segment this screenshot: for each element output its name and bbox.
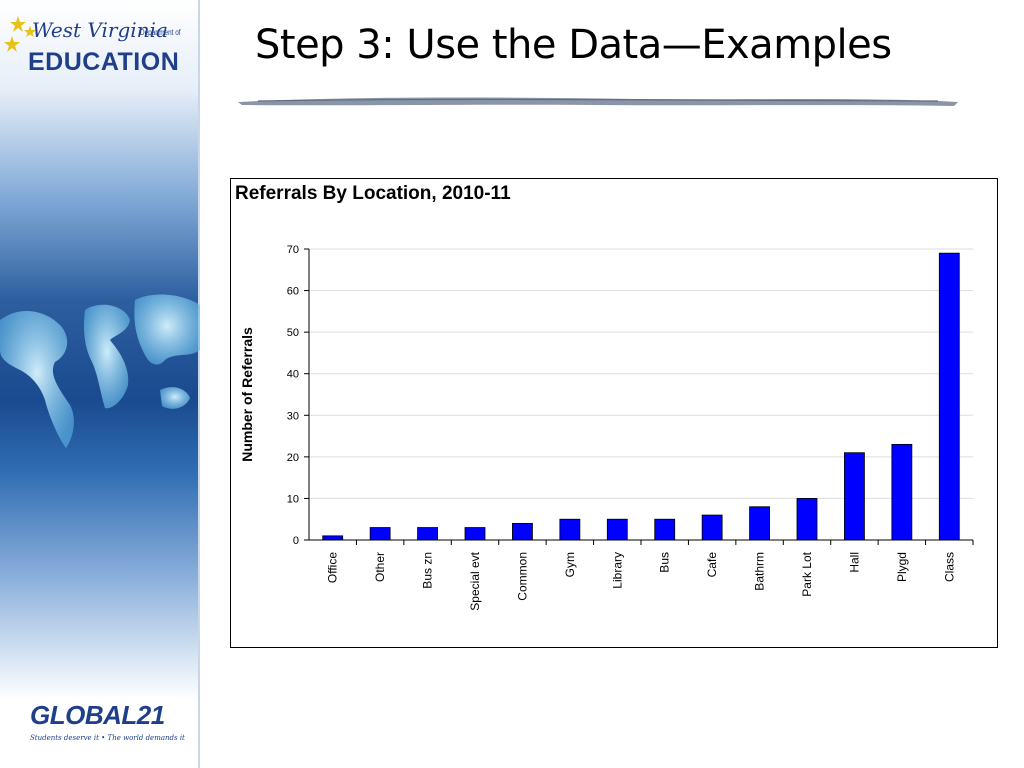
title-underline <box>238 97 958 106</box>
y-tick-label: 30 <box>287 410 299 422</box>
x-tick-label: Park Lot <box>800 551 814 596</box>
slide-title: Step 3: Use the Data—Examples <box>255 22 892 68</box>
x-tick-label: Cafe <box>705 552 719 578</box>
x-tick-label: Library <box>610 552 624 589</box>
y-tick-label: 50 <box>287 327 299 339</box>
bar <box>654 518 676 541</box>
x-tick-label: Gym <box>563 552 577 577</box>
y-tick-label: 60 <box>287 286 299 298</box>
global21-name: GLOBAL21 <box>30 700 165 730</box>
x-tick-label: Bus <box>658 552 672 573</box>
bar <box>417 527 438 541</box>
y-tick-label: 40 <box>287 369 299 381</box>
y-tick-label: 70 <box>287 244 299 256</box>
x-tick-label: Bus zn <box>421 552 435 589</box>
bar <box>464 527 486 541</box>
bar <box>369 527 391 541</box>
bar <box>844 452 865 541</box>
bar <box>891 443 913 541</box>
bar-chart: 0 10 20 30 40 50 60 70 Number of Referrals Office… <box>239 244 974 611</box>
x-tick-label: Other <box>373 552 387 582</box>
bar <box>796 498 818 541</box>
chart-container: Referrals By Location, 2010-11 0 10 20 30 40… <box>230 178 998 648</box>
bar <box>938 252 960 541</box>
chart-title: Referrals By Location, 2010-11 <box>235 183 511 204</box>
world-map-image <box>0 294 200 448</box>
x-tick-label: Bathrm <box>753 552 767 591</box>
logo-script-text: West Virginia <box>32 18 168 42</box>
y-tick-label: 0 <box>293 535 299 547</box>
sidebar-edge <box>198 0 200 768</box>
wv-education-logo: West Virginia Department of EDUCATION <box>4 14 194 84</box>
bar <box>512 522 533 541</box>
x-tick-label: Hall <box>847 552 861 573</box>
y-tick-label: 20 <box>287 452 299 464</box>
x-tick-label: Office <box>326 552 340 583</box>
bar <box>701 514 723 541</box>
x-tick-label: Class <box>942 552 956 582</box>
bar <box>322 535 344 541</box>
bar <box>749 506 770 541</box>
global21-logo: GLOBAL21 Students deserve it • The world… <box>30 700 190 750</box>
logo-dept-text: Department of <box>140 28 181 37</box>
y-axis-label: Number of Referrals <box>239 327 255 462</box>
logo-education-text: EDUCATION <box>28 48 180 76</box>
bar <box>559 518 581 541</box>
stars-icon <box>4 16 36 52</box>
bar <box>606 518 628 541</box>
x-tick-label: Common <box>515 552 529 601</box>
y-tick-label: 10 <box>287 493 299 505</box>
x-tick-label: Special evt <box>468 551 482 610</box>
x-tick-label: Plygd <box>895 552 909 582</box>
global21-tagline: Students deserve it • The world demands … <box>30 734 185 742</box>
